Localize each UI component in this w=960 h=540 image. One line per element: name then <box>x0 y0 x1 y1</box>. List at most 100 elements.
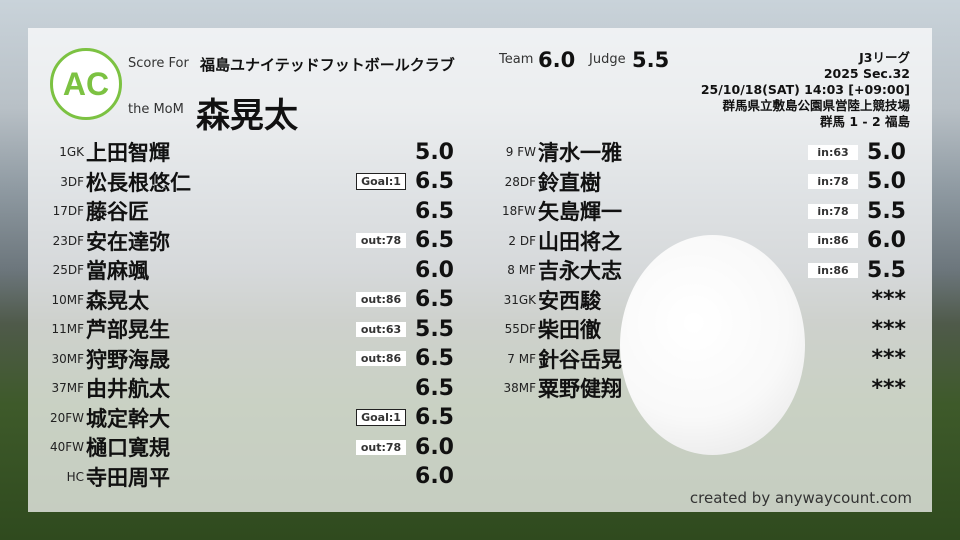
datetime: 25/10/18(SAT) 14:03 [+09:00] <box>700 82 910 97</box>
player-score: 6.5 <box>415 198 454 224</box>
event-badge <box>356 210 406 212</box>
event-badge: out:78 <box>356 439 406 455</box>
player-row: 28DF 鈴直樹 in:78 5.0 <box>482 168 906 196</box>
team-name: 福島ユナイテッドフットボールクラブ <box>200 56 455 74</box>
player-row: 8 MF 吉永大志 in:86 5.5 <box>482 256 906 284</box>
event-badge <box>808 387 858 389</box>
player-name: 狩野海晟 <box>86 347 170 372</box>
player-name: 安西駿 <box>538 288 601 313</box>
player-score: 5.0 <box>867 169 906 194</box>
player-name: 樋口寛規 <box>86 436 170 460</box>
player-row: 2 DF 山田将之 in:86 6.0 <box>482 227 906 255</box>
league: J3リーグ <box>859 50 910 65</box>
event-badge: Goal:1 <box>356 173 406 190</box>
player-position: 17DF <box>52 204 84 218</box>
event-badge <box>808 328 858 330</box>
player-name: 矢島輝一 <box>538 200 622 224</box>
judge-score: 5.5 <box>632 48 670 72</box>
mom-name: 森晃太 <box>196 96 298 136</box>
player-score: 6.5 <box>415 346 454 371</box>
player-score: 5.0 <box>867 139 906 165</box>
player-row: 31GK 安西駿 *** <box>482 286 906 314</box>
judge-label: Judge <box>589 52 626 67</box>
player-position: 30MF <box>51 351 84 366</box>
player-score: 6.5 <box>415 375 454 401</box>
player-score: *** <box>871 316 906 342</box>
event-badge <box>356 387 406 389</box>
player-position: 37MF <box>51 381 84 395</box>
player-row: 7 MF 針谷岳晃 *** <box>482 345 906 373</box>
player-score: 5.0 <box>415 139 454 165</box>
player-row: 9 FW 清水一雅 in:63 5.0 <box>482 138 906 166</box>
event-badge: out:86 <box>356 292 406 307</box>
player-score: 6.5 <box>415 287 454 312</box>
player-row: 25DF 當麻颯 6.0 <box>30 256 454 284</box>
player-position: 38MF <box>503 381 536 395</box>
player-position: 18FW <box>501 204 536 218</box>
player-position: 1GK <box>59 145 84 159</box>
player-score: 6.0 <box>415 257 454 283</box>
event-badge: Goal:1 <box>356 409 406 426</box>
event-badge: in:86 <box>808 233 858 248</box>
player-name: 針谷岳晃 <box>538 347 622 372</box>
event-badge: in:63 <box>808 144 858 160</box>
player-score: 5.5 <box>867 198 906 224</box>
player-name: 芦部晃生 <box>86 318 170 342</box>
player-row: 30MF 狩野海晟 out:86 6.5 <box>30 345 454 373</box>
player-position: 2 DF <box>508 233 536 248</box>
player-name: 鈴直樹 <box>538 170 601 195</box>
player-position: 23DF <box>52 233 84 248</box>
team-score: 6.0 <box>538 48 576 72</box>
player-name: 清水一雅 <box>538 141 622 165</box>
event-badge: out:78 <box>356 233 406 248</box>
event-badge: out:63 <box>356 321 406 337</box>
player-position: 20FW <box>49 410 84 425</box>
player-score: 6.0 <box>415 464 454 489</box>
event-badge: in:78 <box>808 203 858 219</box>
player-score: 6.0 <box>867 228 906 253</box>
result: 群馬 1 - 2 福島 <box>820 114 910 129</box>
section: 2025 Sec.32 <box>823 66 910 81</box>
player-score: 6.0 <box>415 434 454 460</box>
player-row: 23DF 安在達弥 out:78 6.5 <box>30 227 454 255</box>
mom-label: the MoM <box>128 102 184 117</box>
player-name: 山田将之 <box>538 229 622 254</box>
player-name: 吉永大志 <box>538 259 622 283</box>
event-badge <box>356 269 406 271</box>
player-name: 當麻颯 <box>86 259 149 283</box>
player-name: 安在達弥 <box>86 229 170 254</box>
player-row: 17DF 藤谷匠 6.5 <box>30 197 454 225</box>
player-row: 38MF 粟野健翔 *** <box>482 374 906 402</box>
player-score: 6.5 <box>415 228 454 253</box>
player-position: 55DF <box>504 322 536 336</box>
player-name: 柴田徹 <box>538 318 601 342</box>
player-name: 寺田周平 <box>86 465 170 490</box>
player-row: 10MF 森晃太 out:86 6.5 <box>30 286 454 314</box>
event-badge <box>356 151 406 153</box>
player-position: 40FW <box>49 440 84 454</box>
player-row: 11MF 芦部晃生 out:63 5.5 <box>30 315 454 343</box>
player-name: 上田智輝 <box>86 141 170 165</box>
logo-text: AC <box>62 65 110 102</box>
player-name: 松長根悠仁 <box>86 170 191 195</box>
player-position: 25DF <box>52 263 84 277</box>
credit: created by anywaycount.com <box>689 489 912 507</box>
player-position: 8 MF <box>507 263 536 277</box>
player-row: 20FW 城定幹大 Goal:1 6.5 <box>30 404 454 432</box>
player-row: HC 寺田周平 6.0 <box>30 463 454 491</box>
player-score: 5.5 <box>867 257 906 283</box>
player-position: 31GK <box>503 292 536 307</box>
player-score: *** <box>871 375 906 401</box>
player-position: 3DF <box>60 174 84 189</box>
score-panel <box>28 28 932 512</box>
player-position: 28DF <box>504 174 536 189</box>
player-position: 7 MF <box>507 351 536 366</box>
player-position: 9 FW <box>505 145 536 159</box>
player-row: 40FW 樋口寛規 out:78 6.0 <box>30 433 454 461</box>
score-for-label: Score For <box>128 56 189 71</box>
player-score: 6.5 <box>415 405 454 430</box>
player-score: 6.5 <box>415 169 454 194</box>
player-row: 1GK 上田智輝 5.0 <box>30 138 454 166</box>
event-badge <box>808 358 858 360</box>
match-info: J3リーグ 2025 Sec.32 25/10/18(SAT) 14:03 [+… <box>701 50 910 130</box>
